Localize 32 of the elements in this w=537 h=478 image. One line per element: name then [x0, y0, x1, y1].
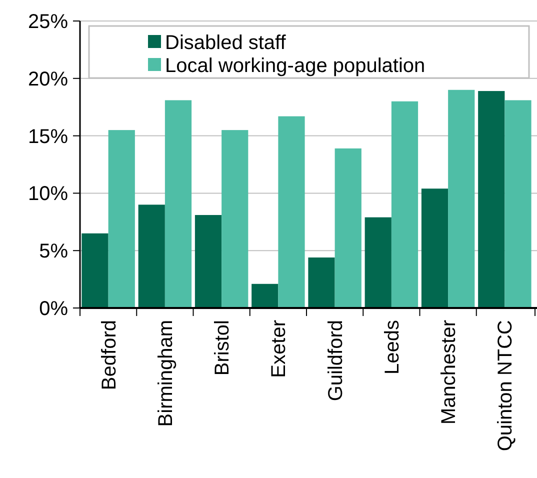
- y-tick-label: 15%: [28, 126, 68, 148]
- y-tick-label: 10%: [28, 183, 68, 206]
- y-tick-label: 25%: [28, 11, 68, 33]
- bar: [334, 148, 362, 308]
- bar: [194, 215, 222, 308]
- bar: [478, 91, 505, 308]
- x-tick-label: Leeds: [381, 320, 404, 374]
- legend-label: Disabled staff: [165, 32, 286, 54]
- x-tick-label: Birmingham: [154, 320, 177, 427]
- bar: [448, 90, 475, 308]
- bar: [108, 130, 135, 308]
- bar: [252, 284, 278, 308]
- x-tick-label: Bedford: [98, 320, 120, 390]
- bar: [364, 217, 392, 308]
- bar: [222, 130, 248, 308]
- bar: [308, 257, 335, 308]
- y-tick-label: 0%: [39, 298, 68, 320]
- x-tick-label: Quinton NTCC: [494, 320, 517, 452]
- y-tick-label: 20%: [28, 68, 68, 90]
- x-tick-label: Bristol: [212, 320, 234, 376]
- legend-label: Local working-age population: [165, 55, 426, 77]
- bar: [82, 233, 108, 308]
- x-tick-label: Guildford: [324, 320, 347, 402]
- bar: [391, 101, 418, 308]
- bar: [421, 188, 448, 308]
- bar: [504, 100, 532, 308]
- x-tick-label: Exeter: [268, 320, 290, 378]
- y-tick-label: 5%: [39, 240, 68, 263]
- bar: [138, 204, 165, 308]
- bar: [278, 116, 305, 308]
- x-tick-label: Manchester: [438, 320, 460, 424]
- bar: [164, 100, 192, 308]
